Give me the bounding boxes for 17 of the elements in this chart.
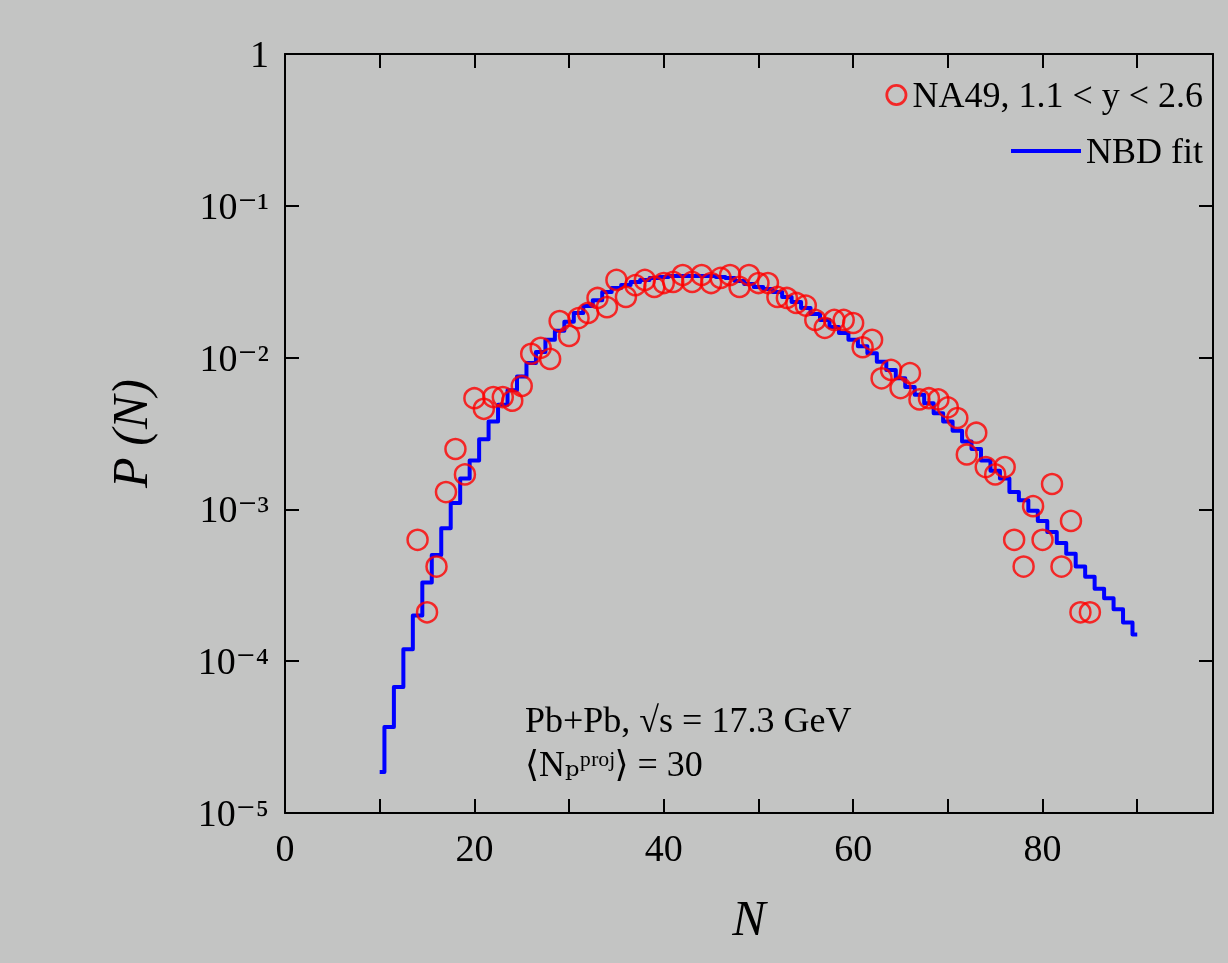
y-tick-label: 10⁻¹	[199, 184, 269, 227]
x-tick-label: 0	[275, 827, 295, 869]
annotation: ⟨Nₚᵖʳᵒʲ⟩ = 30	[525, 744, 703, 784]
annotation: Pb+Pb, √s = 17.3 GeV	[525, 700, 852, 740]
y-tick-label: 1	[250, 33, 269, 75]
x-tick-label: 60	[834, 827, 873, 869]
y-axis-title: P (N)	[102, 379, 158, 489]
y-tick-label: 10⁻⁵	[197, 792, 269, 834]
y-tick-label: 10⁻²	[199, 336, 269, 379]
x-axis-title: N	[731, 890, 769, 946]
y-tick-label: 10⁻⁴	[197, 640, 269, 683]
legend-label: NBD fit	[1086, 131, 1203, 171]
y-tick-label: 10⁻³	[199, 488, 269, 531]
x-tick-label: 20	[455, 827, 494, 869]
x-tick-label: 80	[1023, 827, 1062, 869]
x-tick-label: 40	[644, 827, 683, 869]
legend-label: NA49, 1.1 < y < 2.6	[912, 75, 1204, 115]
